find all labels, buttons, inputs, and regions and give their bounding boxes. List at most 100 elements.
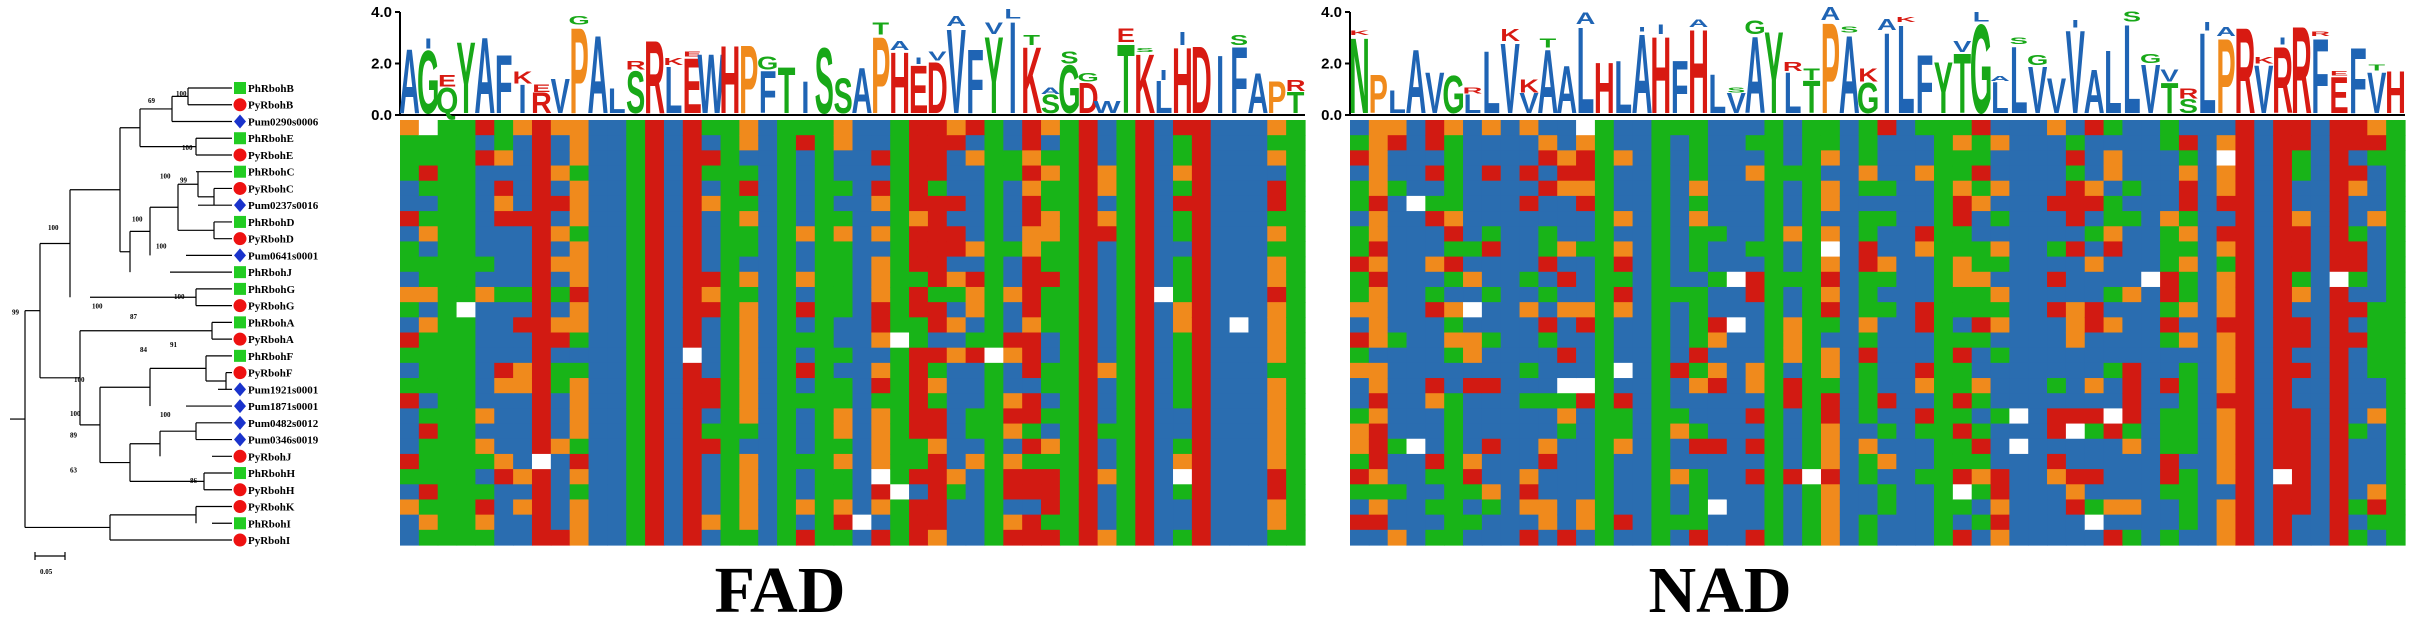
- alignment-cell: [1971, 393, 1992, 409]
- alignment-cell: [569, 120, 590, 136]
- alignment-cell: [1745, 332, 1766, 349]
- alignment-cell: [2291, 362, 2312, 379]
- alignment-cell: [1154, 408, 1174, 425]
- alignment-cell: [2367, 271, 2387, 288]
- alignment-cell: [1003, 332, 1023, 349]
- alignment-cell: [1632, 271, 1653, 288]
- alignment-cell: [1387, 438, 1408, 455]
- alignment-cell: [1971, 317, 1992, 334]
- alignment-cell: [1022, 226, 1042, 243]
- alignment-cell: [984, 423, 1004, 440]
- alignment-cell: [1022, 286, 1042, 303]
- alignment-cell: [1078, 469, 1099, 485]
- alignment-cell: [965, 453, 986, 470]
- alignment-cell: [1463, 195, 1483, 212]
- alignment-cell: [437, 408, 458, 425]
- alignment-cell: [2103, 150, 2124, 167]
- alignment-cell: [814, 362, 835, 379]
- alignment-cell: [1191, 150, 1212, 167]
- alignment-cell: [1557, 453, 1577, 470]
- alignment-cell: [946, 286, 967, 303]
- alignment-cell: [1097, 226, 1118, 243]
- alignment-cell: [1726, 484, 1747, 501]
- alignment-cell: [494, 211, 514, 227]
- logo-letter: R: [1783, 60, 1803, 75]
- alignment-cell: [2141, 150, 2161, 167]
- alignment-cell: [1425, 514, 1445, 531]
- alignment-cell: [2197, 271, 2218, 288]
- alignment-cell: [1689, 211, 1709, 227]
- alignment-cell: [1934, 332, 1954, 349]
- alignment-cell: [1041, 499, 1061, 516]
- alignment-cell: [1858, 499, 1879, 516]
- alignment-cell: [1097, 195, 1118, 212]
- alignment-cell: [1934, 286, 1954, 303]
- alignment-cell: [1670, 423, 1690, 440]
- alignment-cell: [909, 408, 929, 425]
- alignment-cell: [2367, 180, 2387, 197]
- alignment-cell: [1557, 499, 1577, 516]
- bootstrap-value: 91: [170, 341, 178, 349]
- alignment-cell: [1519, 180, 1539, 197]
- alignment-cell: [1022, 347, 1042, 364]
- alignment-cell: [1191, 286, 1212, 303]
- alignment-cell: [1594, 241, 1615, 258]
- alignment-cell: [739, 529, 759, 546]
- alignment-cell: [1519, 165, 1539, 182]
- alignment-cell: [1783, 302, 1803, 318]
- alignment-cell: [701, 529, 722, 546]
- alignment-cell: [1368, 484, 1389, 501]
- alignment-cell: [437, 150, 458, 167]
- logo-letter: I: [1638, 26, 1646, 34]
- alignment-cell: [758, 362, 778, 379]
- alignment-cell: [682, 438, 703, 455]
- alignment-cell: [1059, 393, 1080, 409]
- alignment-cell: [1802, 195, 1822, 212]
- logo-letter: G: [1744, 18, 1765, 39]
- alignment-cell: [2028, 195, 2048, 212]
- alignment-cell: [1726, 271, 1747, 288]
- alignment-cell: [2310, 241, 2331, 258]
- alignment-cell: [720, 211, 740, 227]
- alignment-cell: [2047, 165, 2067, 182]
- alignment-cell: [1519, 256, 1539, 273]
- alignment-cell: [1971, 286, 1992, 303]
- alignment-cell: [1764, 135, 1784, 151]
- alignment-cell: [1135, 135, 1155, 151]
- alignment-cell: [852, 180, 872, 197]
- alignment-cell: [1003, 499, 1023, 516]
- alignment-cell: [1135, 347, 1155, 364]
- alignment-cell: [1444, 165, 1464, 182]
- alignment-cell: [588, 514, 608, 531]
- alignment-cell: [1896, 469, 1916, 485]
- alignment-cell: [2103, 226, 2124, 243]
- alignment-cell: [1689, 150, 1709, 167]
- alignment-cell: [2329, 469, 2350, 485]
- logo-letter: S: [2123, 8, 2141, 25]
- alignment-cell: [2047, 180, 2067, 197]
- alignment-cell: [2065, 120, 2086, 136]
- alignment-cell: [777, 195, 797, 212]
- alignment-cell: [437, 180, 458, 197]
- alignment-cell: [1783, 469, 1803, 485]
- alignment-cell: [456, 150, 477, 167]
- logo-letter: A: [1839, 13, 1860, 138]
- alignment-cell: [1154, 150, 1174, 167]
- alignment-cell: [2160, 211, 2180, 227]
- alignment-cell: [2291, 484, 2312, 501]
- alignment-cell: [569, 378, 590, 394]
- alignment-cell: [1707, 469, 1728, 485]
- alignment-cell: [1135, 195, 1155, 212]
- alignment-cell: [1267, 423, 1287, 440]
- alignment-cell: [2141, 408, 2161, 425]
- alignment-cell: [2178, 241, 2199, 258]
- alignment-cell: [852, 165, 872, 182]
- alignment-cell: [1557, 286, 1577, 303]
- alignment-cell: [1481, 317, 1502, 334]
- alignment-cell: [777, 469, 797, 485]
- logo-letter: L: [608, 81, 626, 120]
- alignment-cell: [2160, 271, 2180, 288]
- alignment-cell: [2141, 256, 2161, 273]
- alignment-cell: [400, 241, 420, 258]
- alignment-cell: [418, 529, 439, 546]
